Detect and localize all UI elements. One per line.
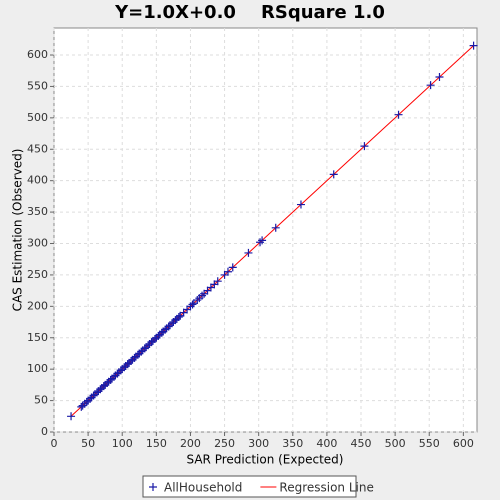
- point: [223, 267, 232, 276]
- point: [213, 277, 222, 286]
- point: [188, 300, 197, 309]
- point: [67, 412, 76, 421]
- point: [271, 223, 280, 232]
- y-tick-label: 250: [27, 268, 48, 281]
- x-tick-label: 200: [180, 437, 201, 450]
- y-tick-label: 550: [27, 79, 48, 92]
- x-axis-label: SAR Prediction (Expected): [187, 453, 344, 467]
- point: [256, 238, 265, 247]
- y-tick-label: 200: [27, 299, 48, 312]
- chart-title: Y=1.0X+0.0 RSquare 1.0: [114, 2, 385, 23]
- point: [426, 81, 435, 90]
- x-tick-label: 0: [51, 437, 58, 450]
- x-tick-label: 600: [453, 437, 474, 450]
- y-tick-label: 350: [27, 205, 48, 218]
- point: [435, 73, 444, 82]
- legend-label: AllHousehold: [164, 481, 242, 495]
- point: [193, 296, 202, 305]
- y-tick-label: 450: [27, 142, 48, 155]
- point: [228, 263, 237, 272]
- y-tick-label: 400: [27, 174, 48, 187]
- point: [329, 170, 338, 179]
- x-tick-label: 350: [282, 437, 303, 450]
- y-tick-label: 0: [41, 425, 48, 438]
- x-tick-label: 100: [112, 437, 133, 450]
- legend-label: Regression Line: [279, 481, 373, 495]
- x-tick-label: 250: [214, 437, 235, 450]
- x-tick-label: 550: [419, 437, 440, 450]
- y-tick-label: 150: [27, 331, 48, 344]
- y-axis-label: CAS Estimation (Observed): [11, 149, 25, 312]
- x-tick-label: 150: [146, 437, 167, 450]
- point: [469, 41, 478, 50]
- legend: [142, 475, 357, 498]
- point: [394, 110, 403, 119]
- point: [296, 200, 305, 209]
- legend-marker: [149, 483, 157, 491]
- point: [244, 248, 253, 257]
- point: [198, 291, 207, 300]
- y-tick-label: 500: [27, 111, 48, 124]
- x-tick-label: 500: [385, 437, 406, 450]
- y-tick-label: 100: [27, 362, 48, 375]
- point: [360, 142, 369, 151]
- point: [258, 236, 267, 245]
- x-tick-label: 450: [351, 437, 372, 450]
- x-tick-label: 300: [248, 437, 269, 450]
- y-tick-label: 600: [27, 48, 48, 61]
- x-tick-label: 400: [316, 437, 337, 450]
- point: [78, 401, 87, 410]
- y-tick-label: 300: [27, 237, 48, 250]
- x-tick-label: 50: [81, 437, 95, 450]
- y-tick-label: 50: [34, 394, 48, 407]
- point: [174, 313, 183, 322]
